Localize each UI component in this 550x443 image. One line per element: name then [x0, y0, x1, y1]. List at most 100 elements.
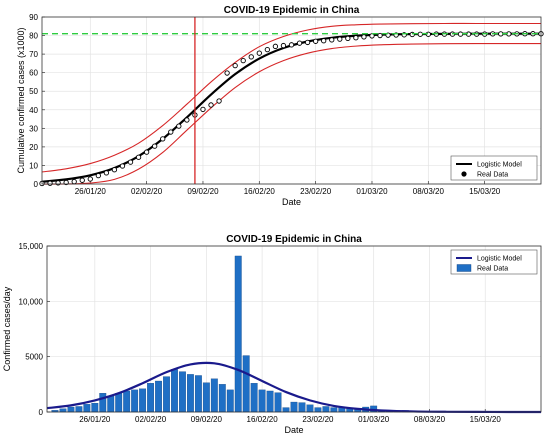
legend-swatch-bar: [456, 264, 472, 272]
data-point: [71, 178, 77, 185]
data-point: [296, 40, 303, 46]
x-tick-label: 01/03/20: [358, 415, 390, 424]
bar: [83, 404, 91, 413]
x-tick-label: 23/02/20: [302, 415, 334, 424]
bound-curve: [41, 22, 541, 173]
legend-entry: Real Data: [477, 172, 508, 179]
data-point: [176, 123, 182, 129]
y-tick-label: 50: [29, 87, 38, 96]
y-tick-label: 10,000: [19, 297, 44, 306]
x-tick-label: 23/02/20: [300, 187, 332, 196]
data-point: [152, 143, 158, 149]
x-tick-label: 15/03/20: [469, 187, 501, 196]
axes-frame: [41, 16, 542, 185]
x-tick-label: 26/01/20: [75, 187, 107, 196]
data-point: [143, 149, 150, 155]
y-tick-label: 60: [29, 69, 38, 78]
bar: [194, 375, 202, 413]
data-point: [216, 98, 222, 104]
bar: [242, 355, 250, 413]
data-point: [111, 167, 118, 173]
data-point: [119, 163, 126, 169]
legend-entry: Logistic Model: [477, 162, 522, 169]
x-tick-label: 15/03/20: [470, 415, 502, 424]
data-point: [369, 33, 375, 39]
legend: Logistic Model Real Data: [450, 249, 538, 275]
data-point: [280, 42, 287, 49]
y-axis-label: Cumulative confirmed cases (x1000): [16, 27, 26, 173]
bar: [75, 406, 83, 413]
bar: [179, 371, 186, 413]
bar: [218, 384, 226, 413]
y-tick-label: 30: [29, 124, 38, 133]
bar: [210, 378, 218, 413]
bar: [290, 401, 298, 413]
data-point: [47, 180, 53, 186]
data-point: [377, 32, 383, 39]
bar: [330, 407, 338, 413]
legend-swatch-marker: [461, 171, 467, 177]
data-point: [240, 57, 246, 64]
data-point: [409, 31, 415, 38]
x-axis-label: Date: [282, 197, 301, 207]
data-point: [160, 136, 166, 142]
data-point: [127, 159, 134, 165]
data-point: [337, 36, 343, 42]
bar: [187, 374, 194, 413]
y-tick-label: 80: [29, 32, 38, 41]
chart-title: COVID-19 Epidemic in China: [224, 5, 360, 16]
bar: [67, 406, 75, 413]
data-point: [312, 38, 319, 44]
y-tick-label: 40: [29, 106, 38, 115]
x-tick-label: 16/02/20: [247, 415, 279, 424]
bar: [115, 393, 123, 413]
x-tick-label: 08/03/20: [414, 415, 446, 424]
data-point: [304, 39, 311, 46]
bar: [226, 389, 234, 413]
bar: [131, 389, 139, 413]
bar: [202, 382, 210, 413]
bar: [123, 390, 131, 413]
y-tick-label: 0: [34, 180, 39, 189]
y-tick-label: 70: [29, 50, 38, 59]
data-point: [329, 37, 335, 43]
y-axis-label: Confirmed cases/day: [2, 286, 12, 371]
data-point: [224, 70, 230, 76]
bar: [298, 402, 306, 413]
x-axis-label: Date: [284, 425, 303, 435]
data-point: [288, 42, 295, 48]
data-point: [417, 31, 423, 37]
bar-series: [51, 255, 449, 413]
data-point: [248, 54, 254, 60]
y-tick-label: 20: [29, 143, 38, 152]
y-tick-label: 15,000: [19, 242, 44, 251]
x-tick-label: 16/02/20: [244, 187, 276, 196]
y-tick-label: 10: [29, 161, 38, 170]
bar: [314, 407, 322, 413]
data-point: [208, 102, 214, 108]
bar: [91, 402, 99, 413]
bar: [266, 390, 274, 413]
legend-entry: Logistic Model: [477, 256, 522, 263]
data-point: [232, 62, 238, 69]
bar: [274, 392, 282, 413]
bar: [107, 395, 115, 413]
data-point: [79, 177, 85, 183]
bar: [282, 407, 290, 413]
legend: Logistic Model Real Data: [450, 155, 538, 181]
x-tick-label: 09/02/20: [191, 415, 223, 424]
y-tick-label: 5000: [25, 353, 43, 362]
y-tick-label: 90: [29, 13, 38, 22]
x-tick-label: 02/02/20: [135, 415, 167, 424]
legend-entry: Real Data: [477, 266, 508, 273]
data-point: [256, 50, 262, 56]
chart-title: COVID-19 Epidemic in China: [226, 234, 362, 245]
data-point: [264, 47, 271, 53]
y-tick-label: 0: [39, 408, 44, 417]
data-point: [95, 172, 101, 179]
data-point: [87, 176, 93, 182]
data-point: [353, 35, 359, 41]
bar: [163, 376, 170, 413]
